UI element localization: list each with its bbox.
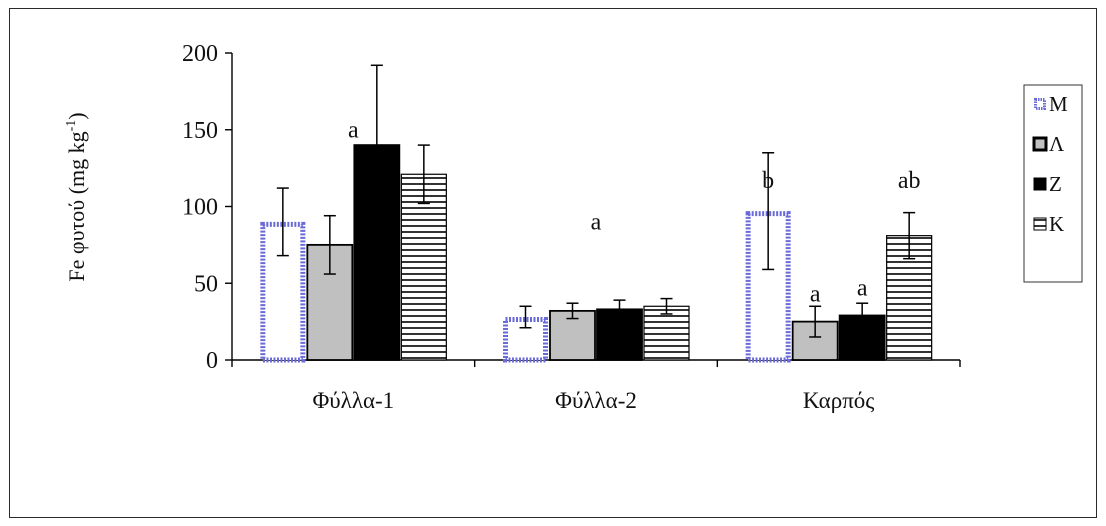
x-tick-label: Φύλλα-1	[312, 388, 394, 413]
legend-swatch-Λ	[1032, 136, 1048, 152]
bar-K-0	[400, 173, 447, 361]
error-bars	[276, 64, 916, 338]
x-tick-label: Καρπός	[803, 388, 875, 413]
significance-label: a	[591, 210, 602, 236]
legend-swatch-Z	[1033, 177, 1047, 191]
y-tick-label: 150	[182, 118, 218, 144]
y-tick-label: 50	[194, 271, 218, 297]
significance-label: a	[348, 117, 359, 143]
bar-Z-0	[353, 144, 401, 361]
significance-label: a	[810, 282, 821, 308]
legend-label: M	[1049, 92, 1068, 116]
bars	[260, 144, 933, 363]
bar-K-1	[643, 305, 690, 361]
chart-frame: 0 50 100 150 200 Φύλλα-1 Φύλλα-2 Καρπός a a b a a ab…	[9, 8, 1097, 518]
y-tick-label: 200	[182, 41, 218, 67]
y-axis-label: Fe φυτού (mg kg-1)	[64, 112, 89, 281]
legend-swatch-M	[1034, 98, 1046, 110]
bar-M-2	[745, 211, 791, 363]
legend-swatch-K	[1033, 217, 1047, 231]
y-tick-label: 0	[206, 348, 218, 374]
significance-label: b	[762, 168, 774, 194]
significance-label: a	[857, 276, 868, 302]
y-tick-label: 100	[182, 195, 218, 221]
legend-label: K	[1049, 212, 1064, 236]
legend-label: Λ	[1049, 132, 1065, 156]
significance-label: ab	[898, 168, 921, 194]
legend-label: Z	[1049, 172, 1062, 196]
axes: 0 50 100 150 200 Φύλλα-1 Φύλλα-2 Καρπός	[182, 41, 961, 413]
x-tick-label: Φύλλα-2	[555, 388, 637, 413]
